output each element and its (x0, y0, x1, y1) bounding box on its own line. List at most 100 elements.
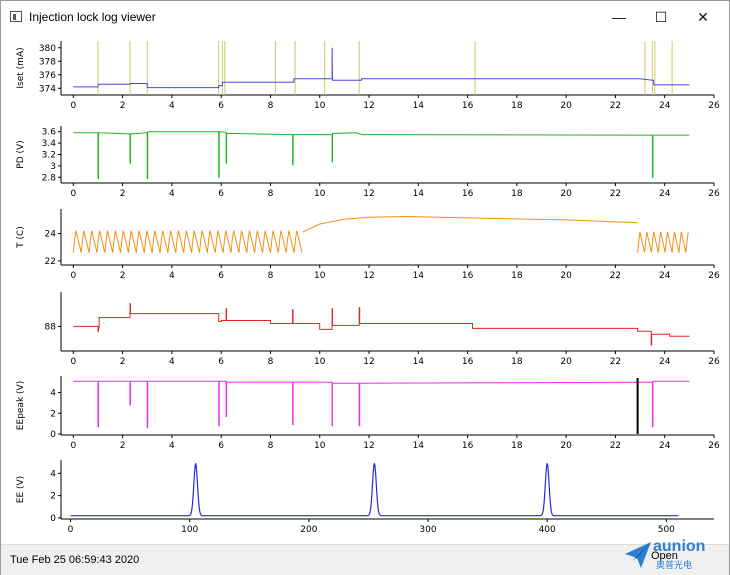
r-xtick-label-9: 18 (511, 357, 523, 367)
iset-xtick-label-3: 6 (218, 101, 224, 111)
t-xtick-label-1: 2 (120, 271, 126, 281)
eepeak-xtick-label-0: 0 (70, 441, 76, 451)
t-xtick-label-3: 6 (218, 271, 224, 281)
status-timestamp: Tue Feb 25 06:59:43 2020 (10, 554, 140, 566)
iset-xtick-label-2: 4 (169, 101, 175, 111)
logo-brand: aunion (653, 538, 706, 555)
eepeak-xtick-label-1: 2 (120, 441, 126, 451)
t-ytick-label-1: 24 (45, 230, 57, 240)
window-title: Injection lock log viewer (29, 10, 156, 24)
pd-xtick-label-8: 16 (462, 189, 474, 199)
r-xtick-label-2: 4 (169, 357, 175, 367)
ee-xtick-label-2: 200 (300, 525, 317, 535)
app-icon (10, 11, 22, 22)
r-ytick-label-0: 88 (45, 322, 57, 332)
ee-ytick-label-0: 0 (50, 514, 56, 524)
eepeak-xtick-label-4: 8 (268, 441, 274, 451)
pd-ytick-label-4: 3.6 (42, 128, 57, 138)
eepeak-xtick-label-5: 10 (314, 441, 326, 451)
ee-series-0 (70, 463, 679, 517)
t-xtick-label-0: 0 (70, 271, 76, 281)
iset-xtick-label-10: 20 (560, 101, 572, 111)
maximize-icon[interactable]: ☐ (654, 8, 668, 25)
t-smooth (302, 215, 638, 233)
t-xtick-label-10: 20 (560, 271, 572, 281)
r-xtick-label-3: 6 (218, 357, 224, 367)
iset-ylabel: Iset (mA) (16, 47, 26, 88)
iset-ytick-label-2: 378 (39, 57, 56, 67)
eepeak-xtick-label-9: 18 (511, 441, 523, 451)
eepeak-ytick-label-2: 4 (50, 389, 56, 399)
pd-ytick-label-1: 3 (50, 162, 56, 172)
eepeak-xtick-label-7: 14 (413, 441, 425, 451)
t-xtick-label-5: 10 (314, 271, 326, 281)
iset-xtick-label-11: 22 (610, 101, 621, 111)
pd-ytick-label-3: 3.4 (42, 139, 57, 149)
logo-plane-icon (625, 542, 651, 568)
eepeak-xtick-label-11: 22 (610, 441, 621, 451)
iset-xtick-label-13: 26 (708, 101, 720, 111)
t-xtick-label-6: 12 (363, 271, 374, 281)
r-xtick-label-0: 0 (70, 357, 76, 367)
iset-xtick-label-1: 2 (120, 101, 126, 111)
pd-xtick-label-9: 18 (511, 189, 523, 199)
ee-ytick-label-1: 2 (50, 492, 56, 502)
eepeak-ylabel: EEpeak (V) (16, 381, 26, 430)
pd-ytick-label-0: 2.8 (42, 173, 57, 183)
t-ylabel: T (C) (16, 226, 26, 249)
r-xtick-label-4: 8 (268, 357, 274, 367)
r-xtick-label-7: 14 (413, 357, 425, 367)
ee-ylabel: EE (V) (16, 476, 26, 503)
pd-xtick-label-6: 12 (363, 189, 374, 199)
t-xtick-label-13: 26 (708, 271, 720, 281)
close-icon[interactable]: ✕ (697, 8, 709, 25)
ee-xtick-label-3: 300 (419, 525, 436, 535)
iset-ytick-label-3: 380 (39, 44, 56, 54)
r-xtick-label-1: 2 (120, 357, 126, 367)
pd-ylabel: PD (V) (16, 140, 26, 168)
t-oscillation-1 (72, 230, 303, 253)
eepeak-xtick-label-6: 12 (363, 441, 374, 451)
t-xtick-label-8: 16 (462, 271, 474, 281)
r-xtick-label-5: 10 (314, 357, 326, 367)
title-bar[interactable]: Injection lock log viewer — ☐ ✕ (1, 1, 729, 33)
iset-series-0 (73, 47, 690, 89)
pd-ytick-label-2: 3.2 (42, 151, 56, 161)
iset-xtick-label-6: 12 (363, 101, 374, 111)
iset-xtick-label-5: 10 (314, 101, 326, 111)
pd-xtick-label-11: 22 (610, 189, 621, 199)
iset-xtick-label-4: 8 (268, 101, 274, 111)
t-xtick-label-11: 22 (610, 271, 621, 281)
minimize-icon[interactable]: — (612, 9, 626, 25)
iset-xtick-label-7: 14 (413, 101, 425, 111)
r-xtick-label-11: 22 (610, 357, 621, 367)
pd-xtick-label-5: 10 (314, 189, 326, 199)
eepeak-xtick-label-12: 24 (659, 441, 671, 451)
eepeak-xtick-label-3: 6 (218, 441, 224, 451)
logo-sub: 奥普光电 (656, 560, 693, 570)
pd-xtick-label-1: 2 (120, 189, 126, 199)
eepeak-ytick-label-1: 2 (50, 409, 56, 419)
ee-xtick-label-4: 400 (539, 525, 556, 535)
r-xtick-label-13: 26 (708, 357, 720, 367)
iset-xtick-label-9: 18 (511, 101, 523, 111)
pd-xtick-label-3: 6 (218, 189, 224, 199)
open-button[interactable]: Open (651, 550, 678, 562)
pd-xtick-label-2: 4 (169, 189, 175, 199)
ee-xtick-label-0: 0 (68, 525, 74, 535)
t-xtick-label-4: 8 (268, 271, 274, 281)
logo-icon: aunion 奥普光电 (623, 537, 723, 573)
ee-xtick-label-1: 100 (181, 525, 198, 535)
t-xtick-label-2: 4 (169, 271, 175, 281)
ee-ytick-label-2: 4 (50, 469, 56, 479)
t-ytick-label-0: 22 (45, 257, 56, 267)
iset-xtick-label-12: 24 (659, 101, 671, 111)
t-oscillation-2 (637, 231, 689, 253)
status-bar: Tue Feb 25 06:59:43 2020 (1, 544, 729, 575)
t-xtick-label-9: 18 (511, 271, 523, 281)
iset-xtick-label-0: 0 (70, 101, 76, 111)
eepeak-xtick-label-8: 16 (462, 441, 474, 451)
ee-xtick-label-5: 500 (658, 525, 675, 535)
r-xtick-label-6: 12 (363, 357, 374, 367)
